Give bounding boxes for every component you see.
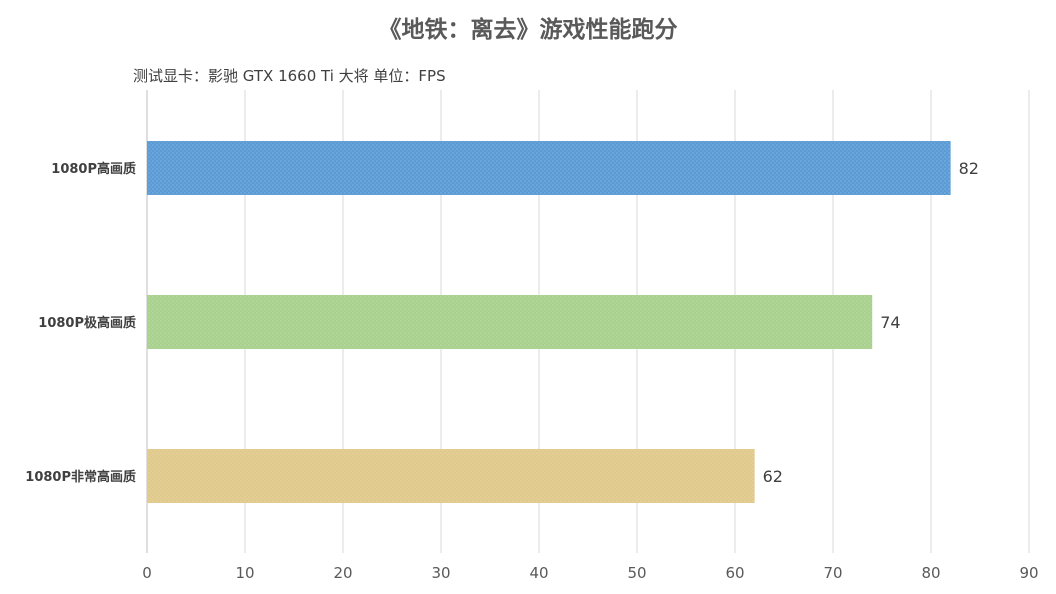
bar-texture xyxy=(147,141,951,195)
x-tick-label: 40 xyxy=(529,564,548,582)
x-tick-label: 70 xyxy=(823,564,842,582)
category-label: 1080P高画质 xyxy=(51,161,136,177)
x-tick-label: 50 xyxy=(627,564,646,582)
x-tick-label: 20 xyxy=(333,564,352,582)
category-label: 1080P极高画质 xyxy=(38,315,136,331)
data-label: 74 xyxy=(880,313,900,332)
x-tick-label: 90 xyxy=(1019,564,1038,582)
bar-texture xyxy=(147,295,873,349)
data-label: 62 xyxy=(763,467,783,486)
chart-subtitle: 测试显卡：影驰 GTX 1660 Ti 大将 单位：FPS xyxy=(133,67,446,85)
x-tick-label: 30 xyxy=(431,564,450,582)
x-tick-label: 80 xyxy=(921,564,940,582)
x-tick-label: 10 xyxy=(235,564,254,582)
data-label: 82 xyxy=(959,159,979,178)
bar-texture xyxy=(147,449,755,503)
x-tick-label: 60 xyxy=(725,564,744,582)
chart-title: 《地铁：离去》游戏性能跑分 xyxy=(378,17,678,43)
category-label: 1080P非常高画质 xyxy=(25,469,136,485)
x-tick-label: 0 xyxy=(142,564,152,582)
